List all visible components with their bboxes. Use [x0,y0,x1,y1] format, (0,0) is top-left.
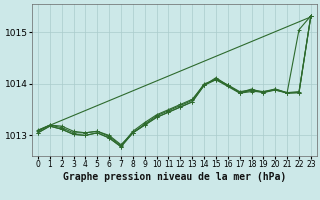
X-axis label: Graphe pression niveau de la mer (hPa): Graphe pression niveau de la mer (hPa) [63,172,286,182]
